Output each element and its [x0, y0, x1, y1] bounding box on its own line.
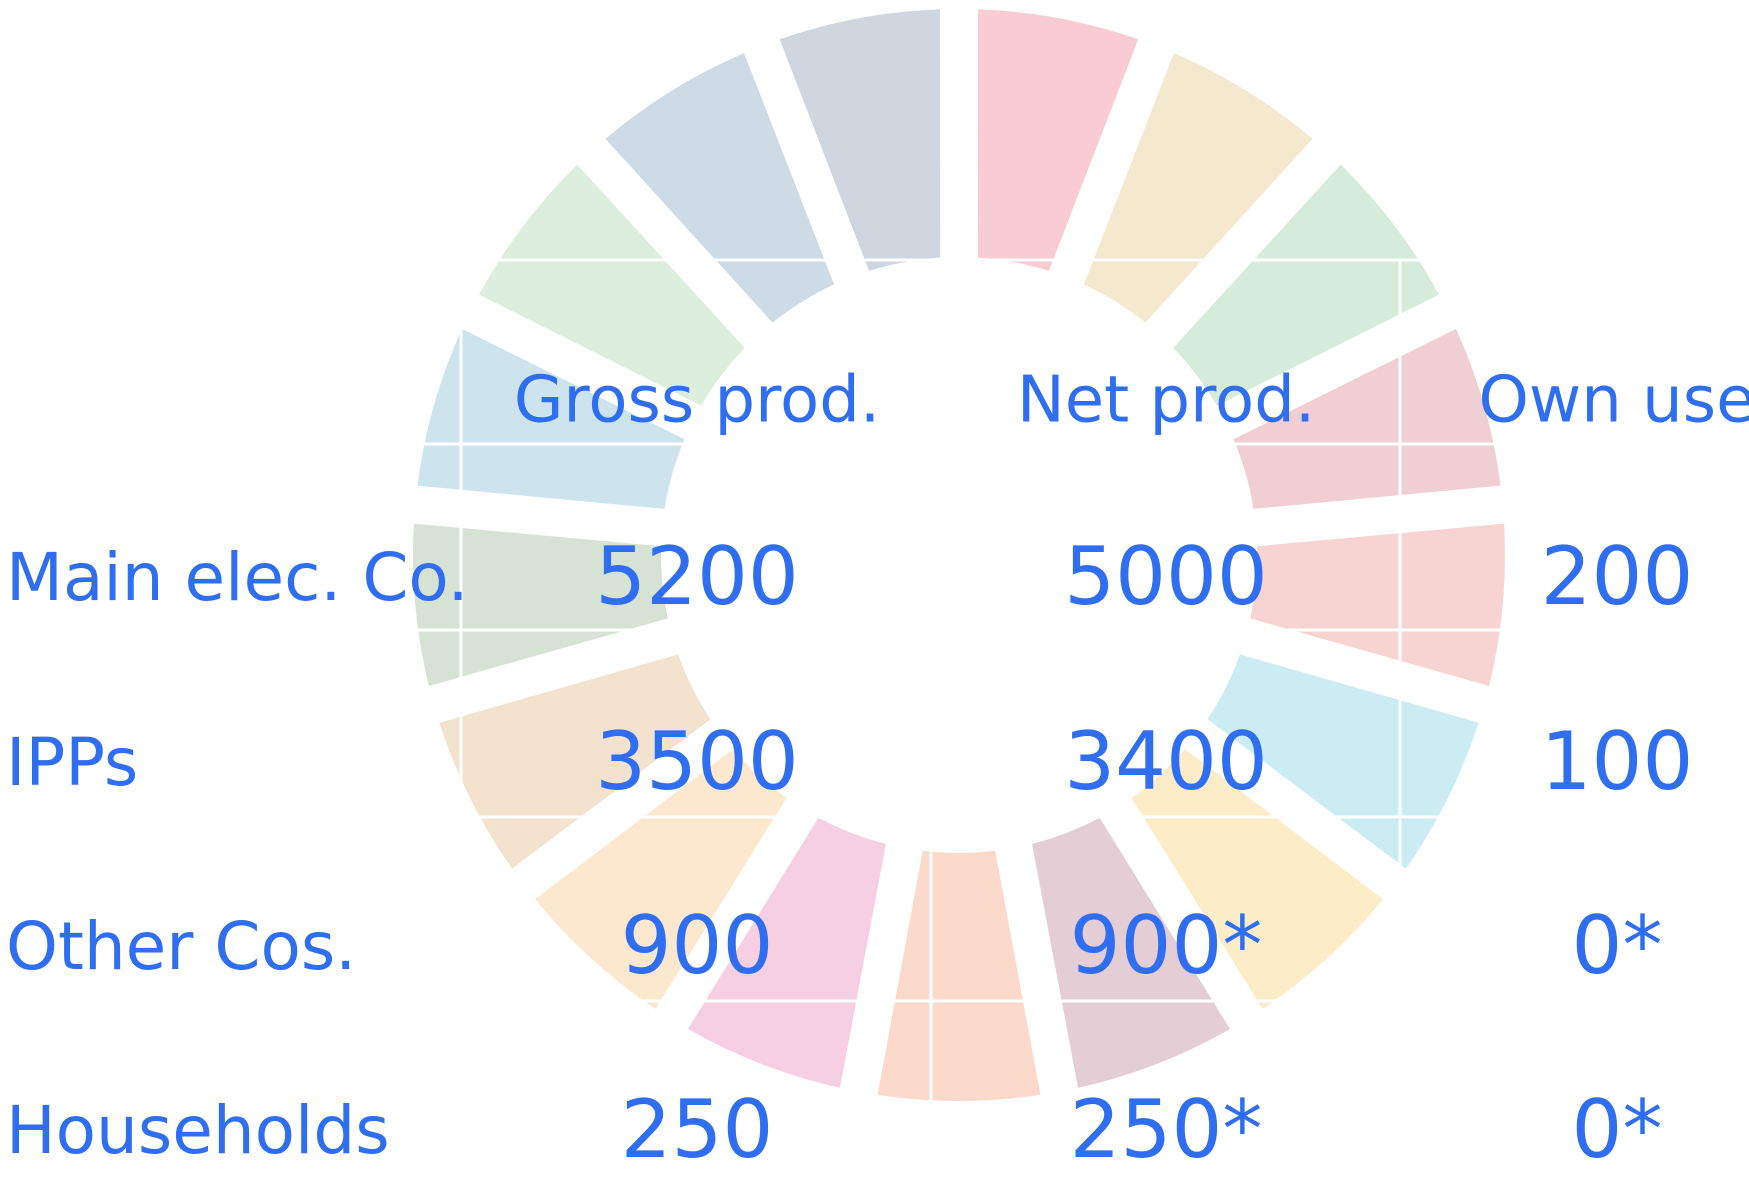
cell-value: 250* [1070, 1083, 1263, 1176]
row-label: Households [6, 1092, 390, 1169]
cell-value: 900* [1070, 899, 1263, 992]
column-header: Net prod. [1017, 364, 1315, 438]
table-slide: Gross prod. Net prod. Own use Main elec. Co… [0, 0, 1749, 1178]
page: Gross prod. Net prod. Own use Main elec. Co… [0, 0, 1749, 1178]
cell-value: 250 [621, 1083, 774, 1176]
cell-value: 5000 [1064, 530, 1268, 623]
cell-value: 3500 [595, 715, 799, 808]
cell-value: 200 [1541, 530, 1694, 623]
cell-value: 100 [1541, 715, 1694, 808]
decorative-wheel [413, 9, 1505, 1101]
row-label: IPPs [6, 724, 138, 801]
row-label: Main elec. Co. [6, 539, 469, 616]
cell-value: 900 [621, 899, 774, 992]
column-header: Gross prod. [514, 364, 880, 438]
row-label: Other Cos. [6, 908, 356, 985]
wheel-segment [878, 851, 1041, 1101]
cell-value: 0* [1572, 899, 1663, 992]
cell-value: 3400 [1064, 715, 1268, 808]
cell-value: 0* [1572, 1083, 1663, 1176]
column-header: Own use [1479, 364, 1749, 438]
wheel-segment [1250, 524, 1505, 686]
cell-value: 5200 [595, 530, 799, 623]
